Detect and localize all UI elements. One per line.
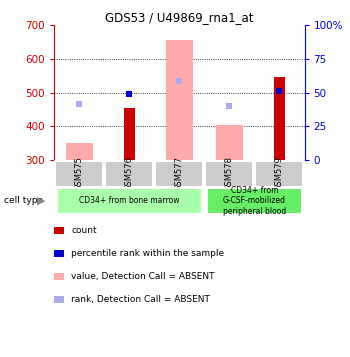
- Text: cell type: cell type: [4, 196, 43, 205]
- FancyBboxPatch shape: [155, 161, 203, 187]
- Text: value, Detection Call = ABSENT: value, Detection Call = ABSENT: [71, 272, 215, 281]
- FancyBboxPatch shape: [105, 161, 153, 187]
- Title: GDS53 / U49869_rna1_at: GDS53 / U49869_rna1_at: [105, 11, 254, 24]
- Text: GSM576: GSM576: [125, 156, 134, 191]
- Bar: [166, 40, 193, 160]
- Text: CD34+ from bone marrow: CD34+ from bone marrow: [79, 196, 180, 205]
- FancyBboxPatch shape: [207, 188, 302, 213]
- Text: ▶: ▶: [37, 196, 45, 206]
- Text: count: count: [71, 226, 97, 235]
- FancyBboxPatch shape: [256, 161, 303, 187]
- FancyBboxPatch shape: [55, 161, 103, 187]
- Text: GSM577: GSM577: [175, 156, 184, 191]
- Text: GSM575: GSM575: [75, 156, 84, 191]
- Text: GSM579: GSM579: [275, 156, 284, 191]
- FancyBboxPatch shape: [205, 161, 253, 187]
- FancyBboxPatch shape: [57, 188, 202, 213]
- Text: percentile rank within the sample: percentile rank within the sample: [71, 249, 224, 258]
- Bar: [124, 108, 135, 160]
- Bar: [274, 77, 285, 160]
- Text: CD34+ from
G-CSF-mobilized
peripheral blood: CD34+ from G-CSF-mobilized peripheral bl…: [223, 186, 286, 216]
- Text: rank, Detection Call = ABSENT: rank, Detection Call = ABSENT: [71, 295, 210, 305]
- Bar: [65, 143, 93, 160]
- Text: GSM578: GSM578: [225, 156, 234, 191]
- Bar: [216, 125, 243, 160]
